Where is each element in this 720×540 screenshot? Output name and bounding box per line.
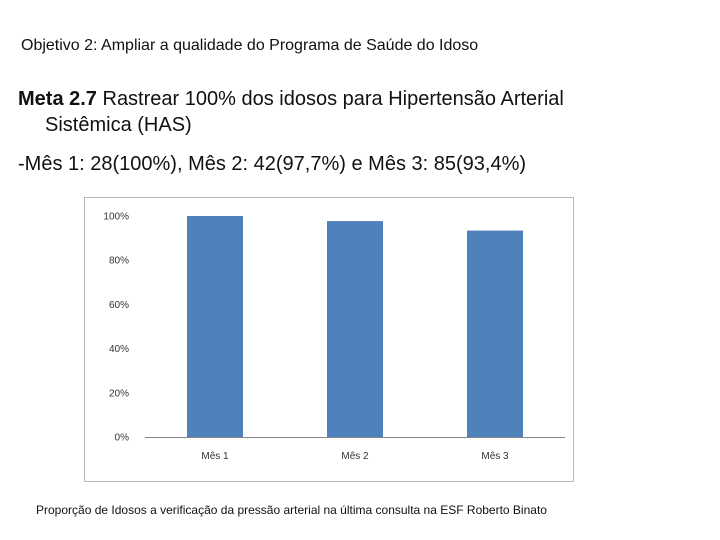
y-axis-ticks: 0% 20% 40% 60% 80% 100% [103,212,129,444]
bar-chart: 0% 20% 40% 60% 80% 100% Mês 1 Mês 2 Mês 3 [84,197,574,482]
meta-label: Meta 2.7 [18,88,97,110]
bar [327,221,383,437]
y-tick-label: 60% [109,300,129,311]
chart-caption: Proporção de Idosos a verificação da pre… [36,503,547,517]
x-axis-labels: Mês 1 Mês 2 Mês 3 [201,451,509,462]
meta-heading: Meta 2.7 Rastrear 100% dos idosos para H… [18,86,658,138]
y-tick-label: 40% [109,344,129,355]
y-tick-label: 80% [109,256,129,267]
x-tick-label: Mês 3 [481,451,509,462]
meta-text-line1: Rastrear 100% dos idosos para Hipertensã… [96,88,564,110]
y-tick-label: 20% [109,388,129,399]
objective-title: Objetivo 2: Ampliar a qualidade do Progr… [21,37,479,54]
bars [187,216,523,437]
chart-svg: 0% 20% 40% 60% 80% 100% Mês 1 Mês 2 Mês 3 [103,212,565,462]
meta-text-line2: Sistêmica (HAS) [45,114,192,136]
x-tick-label: Mês 1 [201,451,229,462]
bar [187,216,243,437]
x-tick-label: Mês 2 [341,451,369,462]
y-tick-label: 0% [115,433,130,444]
months-summary: -Mês 1: 28(100%), Mês 2: 42(97,7%) e Mês… [18,153,527,175]
y-tick-label: 100% [103,212,129,223]
bar [467,230,523,437]
